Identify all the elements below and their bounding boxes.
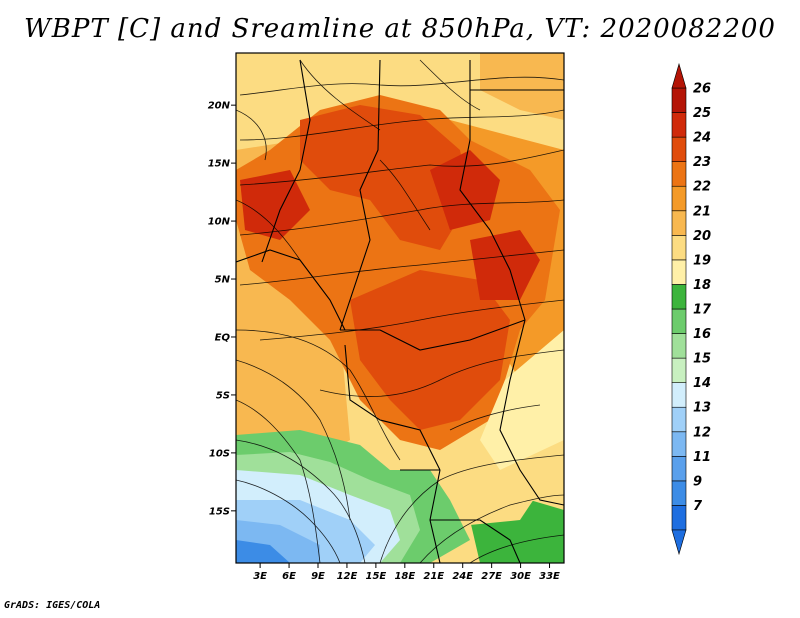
colorbar-label: 14 bbox=[693, 376, 711, 391]
lon-tick-label: 27E bbox=[481, 571, 502, 582]
colorbar-swatch bbox=[671, 382, 687, 408]
wbpt-field bbox=[236, 53, 564, 563]
colorbar-swatch bbox=[671, 284, 687, 310]
colorbar-label: 7 bbox=[693, 499, 703, 514]
colorbar-swatch bbox=[671, 333, 687, 359]
map-frame bbox=[235, 52, 565, 564]
colorbar-swatch bbox=[671, 235, 687, 261]
lon-tick-label: 15E bbox=[366, 571, 387, 582]
map-title: WBPT [C] and Sreamline at 850hPa, VT: 20… bbox=[24, 14, 776, 44]
colorbar-label: 25 bbox=[693, 106, 711, 121]
colorbar-swatch bbox=[671, 185, 687, 212]
grads-credit: GrADS: IGES/COLA bbox=[4, 600, 101, 611]
colorbar-label: 20 bbox=[693, 229, 711, 244]
latitude-axis: 20N 15N 10N 5N EQ 5S 10S 15S bbox=[208, 101, 236, 517]
lon-tick-label: 24E bbox=[452, 571, 473, 582]
colorbar-max-arrow bbox=[671, 62, 687, 89]
colorbar-label: 17 bbox=[693, 303, 712, 318]
lon-tick-label: 30E bbox=[510, 571, 531, 582]
longitude-axis: 3E 6E 9E 12E 15E 18E 21E 24E 27E 30E 33E bbox=[253, 563, 560, 582]
colorbar-swatch bbox=[671, 406, 687, 433]
lon-tick-label: 21E bbox=[423, 571, 444, 582]
colorbar-swatch bbox=[671, 87, 687, 113]
streamlines bbox=[236, 59, 564, 563]
colorbar-label: 13 bbox=[693, 401, 711, 416]
country-borders bbox=[236, 59, 564, 563]
colorbar-label: 21 bbox=[693, 204, 711, 219]
colorbar-label: 19 bbox=[693, 253, 711, 268]
colorbar-label: 15 bbox=[693, 352, 711, 367]
lat-tick-label: 15S bbox=[209, 506, 230, 517]
lat-tick-label: 10S bbox=[209, 448, 230, 459]
colorbar-swatch bbox=[671, 259, 687, 285]
lon-tick-label: 33E bbox=[539, 571, 560, 582]
lon-tick-label: 18E bbox=[394, 571, 415, 582]
colorbar-label: 9 bbox=[693, 474, 702, 489]
lat-tick-label: 10N bbox=[208, 217, 231, 228]
lon-tick-label: 6E bbox=[282, 571, 296, 582]
colorbar-swatch bbox=[671, 505, 687, 531]
lat-tick-label: EQ bbox=[215, 332, 231, 343]
colorbar-label: 23 bbox=[693, 155, 711, 170]
colorbar-label: 18 bbox=[693, 278, 711, 293]
colorbar-label: 16 bbox=[693, 327, 711, 342]
colorbar-swatch bbox=[671, 456, 687, 482]
colorbar: 26 25 24 23 22 21 20 19 18 17 16 15 14 13 12 11 9 7 bbox=[671, 62, 712, 556]
lon-tick-label: 12E bbox=[337, 571, 358, 582]
lon-tick-label: 3E bbox=[253, 571, 267, 582]
lat-tick-label: 15N bbox=[208, 159, 231, 170]
colorbar-min-arrow bbox=[671, 529, 687, 556]
lat-tick-label: 20N bbox=[208, 101, 231, 112]
colorbar-swatch bbox=[671, 480, 687, 506]
colorbar-label: 24 bbox=[693, 131, 711, 146]
colorbar-label: 12 bbox=[693, 425, 711, 440]
colorbar-label: 11 bbox=[693, 450, 711, 465]
colorbar-swatch bbox=[671, 431, 687, 457]
colorbar-label: 26 bbox=[693, 82, 711, 97]
colorbar-swatch bbox=[671, 136, 687, 162]
colorbar-swatch bbox=[671, 112, 687, 138]
lat-tick-label: 5N bbox=[215, 275, 231, 286]
colorbar-swatch bbox=[671, 357, 687, 383]
colorbar-swatch bbox=[671, 210, 687, 236]
colorbar-swatch bbox=[671, 308, 687, 334]
colorbar-swatch bbox=[671, 161, 687, 187]
lon-tick-label: 9E bbox=[311, 571, 325, 582]
lat-tick-label: 5S bbox=[216, 390, 230, 401]
colorbar-label: 22 bbox=[693, 180, 711, 195]
